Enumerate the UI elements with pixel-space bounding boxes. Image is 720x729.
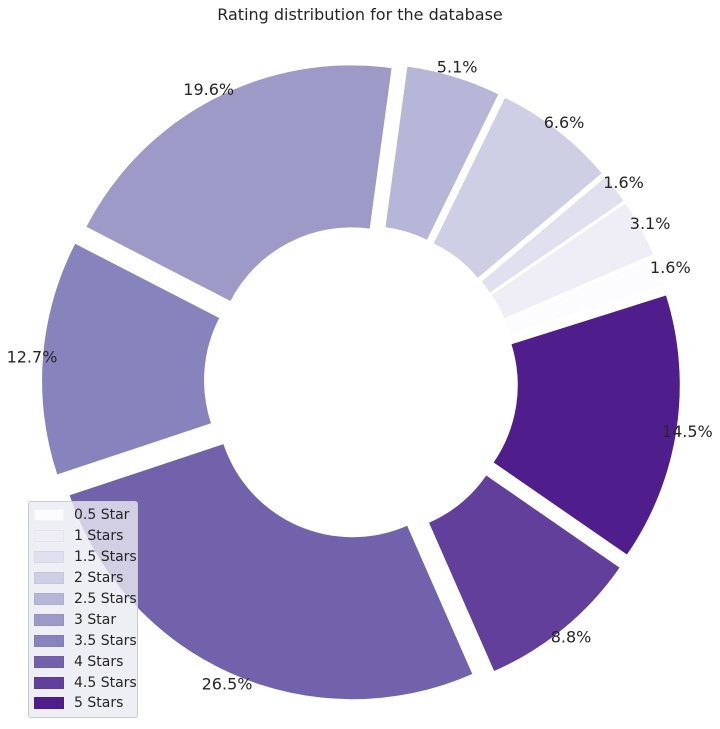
slice-label: 8.8% — [551, 628, 592, 647]
legend-label: 3.5 Stars — [74, 632, 137, 649]
labels-group: 1.6% 3.1% 1.6% 6.6% 5.1% 19.6% 12.7% 26.5% 8.8% 1… — [7, 57, 713, 693]
slice-label: 1.6% — [603, 173, 644, 192]
slice-5-stars — [493, 295, 680, 555]
slice-1-5-stars — [481, 177, 624, 293]
slice-label: 5.1% — [437, 57, 478, 76]
slice-3-5-stars — [42, 243, 220, 475]
slice-0-5-star — [505, 257, 665, 334]
legend-item: 5 Stars — [34, 693, 137, 714]
legend-label: 1 Stars — [74, 528, 124, 545]
chart-title: Rating distribution for the database — [217, 5, 503, 24]
legend-item: 1.5 Stars — [34, 547, 137, 568]
slice-label: 19.6% — [183, 80, 234, 99]
slice-2-stars — [433, 97, 602, 278]
legend-item: 1 Stars — [34, 526, 137, 547]
slice-label: 6.6% — [544, 113, 585, 132]
slice-label: 12.7% — [7, 347, 58, 366]
legend-swatch — [34, 593, 64, 605]
legend-label: 1.5 Stars — [74, 549, 137, 566]
slice-label: 1.6% — [650, 258, 691, 277]
legend-item: 2.5 Stars — [34, 589, 137, 610]
legend-swatch — [34, 655, 64, 668]
chart-legend: 0.5 Star 1 Stars 1.5 Stars 2 Stars 2.5 Stars… — [28, 501, 138, 718]
legend-label: 3 Star — [74, 611, 117, 628]
legend-item: 0.5 Star — [34, 505, 137, 526]
legend-label: 2.5 Stars — [74, 591, 137, 607]
slice-4-5-stars — [429, 475, 620, 672]
legend-label: 4.5 Stars — [74, 674, 137, 691]
legend-swatch — [34, 697, 64, 710]
slice-label: 14.5% — [662, 422, 713, 441]
legend-swatch — [34, 572, 64, 585]
slice-label: 3.1% — [630, 214, 671, 233]
slice-2-5-stars — [385, 66, 499, 240]
legend-item: 3.5 Stars — [34, 630, 137, 651]
legend-swatch — [34, 551, 64, 564]
slice-1-stars — [491, 203, 654, 319]
legend-swatch — [34, 509, 64, 522]
legend-label: 0.5 Star — [74, 507, 130, 524]
slice-label: 26.5% — [202, 675, 253, 694]
slice-3-star — [86, 65, 392, 302]
slices-group — [42, 65, 680, 700]
legend-label: 4 Stars — [74, 653, 124, 670]
legend-item: 4.5 Stars — [34, 672, 137, 693]
legend-label: 2 Stars — [74, 570, 124, 587]
legend-swatch — [34, 634, 64, 647]
legend-swatch — [34, 676, 64, 689]
legend-item: 4 Stars — [34, 651, 137, 672]
legend-label: 5 Stars — [74, 695, 124, 712]
legend-item: 3 Star — [34, 609, 137, 630]
slice-4-stars — [69, 444, 473, 700]
legend-swatch — [34, 530, 64, 543]
legend-item: 2 Stars — [34, 568, 137, 589]
legend-swatch — [34, 613, 64, 626]
